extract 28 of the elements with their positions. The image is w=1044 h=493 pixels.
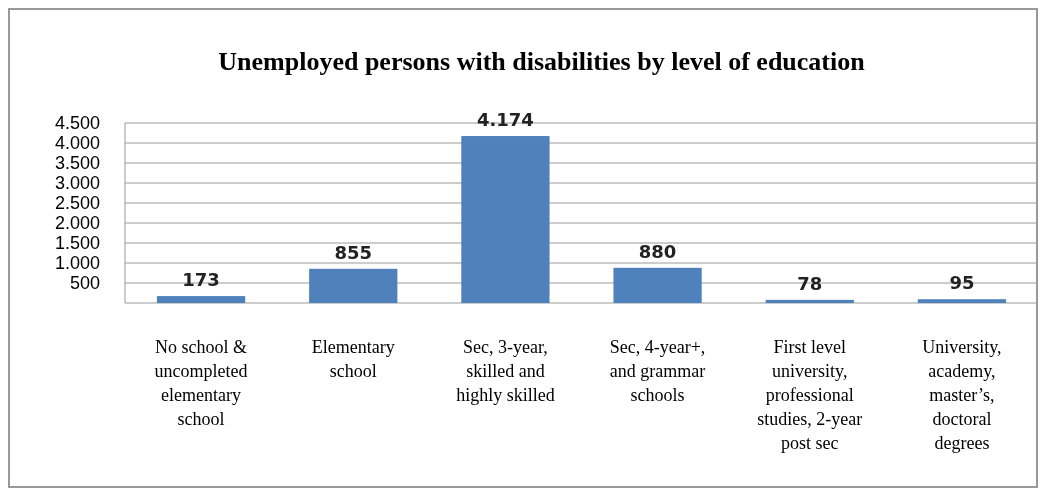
bar bbox=[613, 267, 702, 303]
y-tick-label: 2.000 bbox=[54, 213, 100, 234]
data-label: 4.174 bbox=[476, 109, 534, 131]
x-tick-label: University, academy, master’s, doctoral degrees bbox=[922, 337, 1002, 453]
y-tick-label: 500 bbox=[69, 273, 100, 294]
bar bbox=[309, 268, 398, 303]
y-tick-label: 4.500 bbox=[54, 113, 100, 134]
data-label: 855 bbox=[334, 241, 373, 263]
data-label: 78 bbox=[797, 272, 823, 294]
bar bbox=[765, 299, 854, 303]
x-tick-label: First level university, professional studies, 2-year post sec bbox=[757, 337, 863, 453]
chart-title: Unemployed persons with disabilities by level of education bbox=[218, 47, 866, 76]
x-tick-label: Sec, 3-year, skilled and highly skilled bbox=[456, 337, 555, 405]
data-label: 173 bbox=[182, 269, 220, 291]
x-tick-label: No school & uncompleted elementary school bbox=[154, 337, 248, 429]
bar bbox=[156, 296, 246, 303]
x-tick-label: Elementary school bbox=[311, 337, 395, 381]
y-tick-label: 3.000 bbox=[54, 173, 100, 194]
data-label: 880 bbox=[638, 240, 677, 262]
x-tick-label: Sec, 4-year+, and grammar schools bbox=[609, 337, 706, 405]
y-tick-label: 4.000 bbox=[54, 133, 100, 154]
y-tick-label: 1.500 bbox=[54, 233, 100, 254]
bar bbox=[917, 299, 1007, 303]
bar bbox=[461, 136, 550, 303]
y-tick-label: 1.000 bbox=[54, 253, 100, 274]
y-tick-label: 2.500 bbox=[54, 193, 100, 214]
data-label: 95 bbox=[949, 272, 975, 294]
y-tick-label: 3.500 bbox=[54, 153, 100, 174]
